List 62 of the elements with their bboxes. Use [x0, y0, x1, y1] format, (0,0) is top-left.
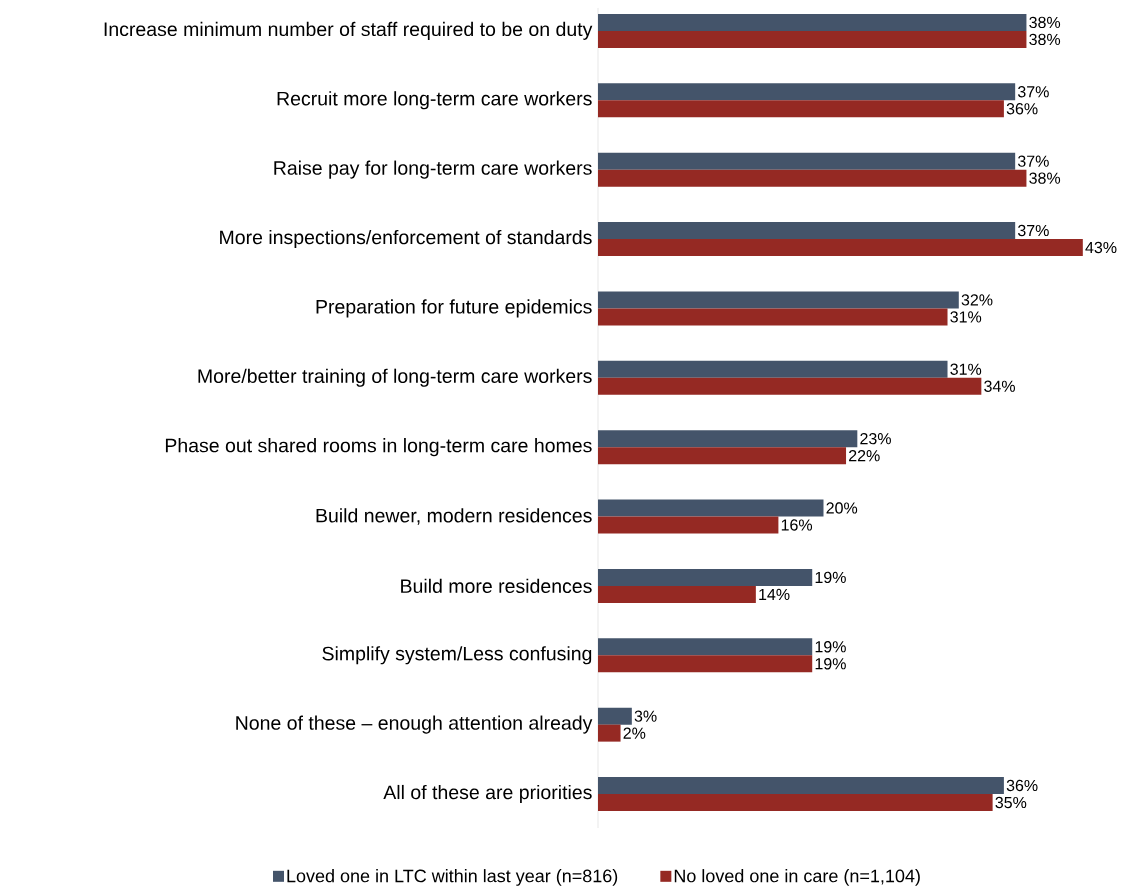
bar [598, 152, 1016, 170]
data-label: 19% [815, 571, 846, 584]
bar [598, 308, 948, 326]
data-label: 14% [759, 588, 790, 600]
bar [598, 100, 1004, 118]
y-tick-label: All of these are priorities [383, 784, 592, 804]
bar [598, 707, 632, 725]
bar [598, 239, 1083, 257]
y-tick-label: Preparation for future epidemics [316, 299, 592, 318]
bar [598, 30, 1027, 48]
data-label: 37% [1017, 155, 1049, 167]
bar [598, 222, 1016, 240]
data-label: 43% [1085, 241, 1117, 254]
data-label: 31% [950, 363, 982, 375]
bar [598, 724, 621, 742]
bar [598, 83, 1016, 101]
y-tick-label: More/better training of long-term care workers [198, 368, 592, 387]
data-label: 19% [815, 658, 846, 670]
bar [598, 777, 1004, 794]
y-tick-label: More inspections/enforcement of standards [220, 229, 592, 249]
data-label: 38% [1029, 16, 1061, 29]
y-tick-label: Build more residences [401, 578, 592, 594]
y-tick-label: Simplify system/Less confusing [322, 646, 592, 665]
bar [598, 568, 813, 586]
bar [598, 585, 756, 603]
data-label: 31% [950, 311, 982, 323]
y-tick-label: Raise pay for long-term care workers [274, 160, 592, 179]
data-label: 3% [634, 710, 657, 722]
data-label: 34% [984, 380, 1015, 392]
data-label: 38% [1029, 33, 1061, 46]
bar [598, 291, 959, 309]
data-label: 23% [860, 432, 891, 445]
bar [598, 13, 1027, 31]
data-label: 22% [849, 450, 880, 462]
data-label: 37% [1017, 86, 1049, 98]
y-tick-label: Recruit more long-term care workers [277, 91, 592, 110]
data-label: 35% [995, 796, 1027, 809]
data-label: 36% [1006, 103, 1038, 115]
bar [598, 169, 1027, 187]
data-label: 36% [1006, 779, 1038, 792]
y-tick-label: None of these – enough attention already [236, 715, 593, 734]
y-tick-label: Build newer, modern residences [316, 508, 592, 525]
bar [598, 447, 847, 465]
y-tick-label: Phase out shared rooms in long-term care homes [165, 438, 592, 457]
bar [598, 638, 813, 656]
bar [598, 516, 779, 534]
data-label: 2% [623, 727, 646, 739]
legend-label: Loved one in LTC within last year (n=816) [287, 869, 618, 886]
data-label: 16% [781, 519, 813, 531]
legend-label: No loved one in care (n=1,104) [674, 869, 920, 886]
bar [598, 360, 948, 378]
data-label: 38% [1029, 172, 1061, 184]
data-label: 20% [826, 502, 858, 514]
data-label: 32% [961, 294, 993, 306]
bar [598, 430, 858, 448]
bar [598, 377, 982, 395]
bar [598, 794, 993, 811]
bar [598, 499, 824, 517]
y-tick-label: Increase minimum number of staff required to be on duty [104, 21, 593, 40]
bar [598, 655, 813, 673]
data-label: 19% [815, 641, 846, 653]
data-label: 37% [1017, 224, 1049, 237]
